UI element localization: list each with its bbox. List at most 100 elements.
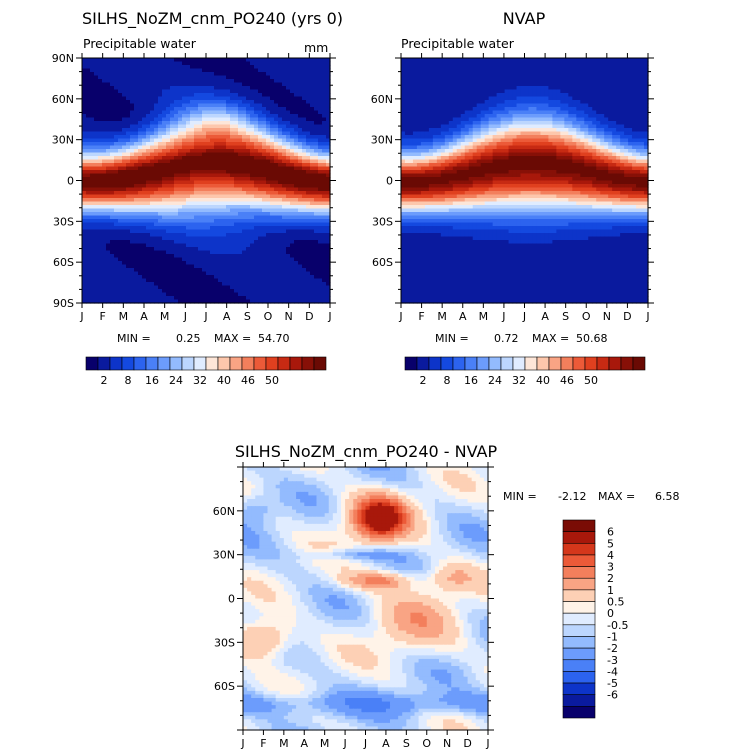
panel1-heatmap-cell xyxy=(150,299,155,304)
panel2-heatmap-cell xyxy=(548,89,553,94)
panel1-heatmap-cell xyxy=(190,180,195,185)
panel1-heatmap-cell xyxy=(138,72,143,77)
panel1-heatmap-cell xyxy=(94,163,99,168)
panel1-heatmap-cell xyxy=(90,187,95,192)
panel1-heatmap-cell xyxy=(326,208,331,213)
panel1-heatmap-cell xyxy=(86,194,91,199)
panel1-heatmap-cell xyxy=(226,184,231,189)
panel1-heatmap-cell xyxy=(314,75,319,80)
panel1-heatmap-cell xyxy=(118,86,123,91)
panel1-heatmap-cell xyxy=(190,212,195,217)
panel1-heatmap-cell xyxy=(198,264,203,269)
panel1-heatmap-cell xyxy=(254,215,259,220)
panel2-heatmap-cell xyxy=(596,89,601,94)
panel1-heatmap-cell xyxy=(150,173,155,178)
panel1-heatmap-cell xyxy=(226,212,231,217)
panel1-heatmap-cell xyxy=(318,121,323,126)
panel1-heatmap-cell xyxy=(102,138,107,143)
panel1-heatmap-cell xyxy=(306,226,311,231)
panel2-heatmap-cell xyxy=(484,86,490,91)
panel1-heatmap-cell xyxy=(154,110,159,115)
panel1-heatmap-cell xyxy=(130,226,135,231)
panel1-heatmap-cell xyxy=(110,170,115,175)
panel1-heatmap-cell xyxy=(90,215,95,220)
panel1-heatmap-cell xyxy=(294,128,299,133)
panel1-heatmap-cell xyxy=(206,222,211,227)
panel1-heatmap-cell xyxy=(206,166,211,171)
panel1-heatmap-cell xyxy=(262,254,267,259)
panel1-heatmap-cell xyxy=(258,177,263,182)
panel1-heatmap-cell xyxy=(242,166,247,171)
panel1-heatmap-cell xyxy=(166,89,171,94)
panel1-heatmap-cell xyxy=(154,58,159,63)
panel1-heatmap-cell xyxy=(242,82,247,87)
panel1-heatmap-cell xyxy=(210,75,215,80)
panel1-heatmap-cell xyxy=(210,173,215,178)
panel1-heatmap-cell xyxy=(246,72,251,77)
panel1-heatmap-cell xyxy=(302,128,307,133)
panel1-heatmap-cell xyxy=(234,275,239,280)
panel2-heatmap-cell xyxy=(432,72,438,77)
panel2-heatmap-cell xyxy=(452,72,458,77)
panel1-heatmap-cell xyxy=(202,250,207,255)
panel1-heatmap-cell xyxy=(326,131,331,136)
panel1-heatmap-cell xyxy=(274,93,279,98)
panel1-heatmap-cell xyxy=(102,264,107,269)
panel1-heatmap-cell xyxy=(254,100,259,105)
panel1-heatmap-cell xyxy=(290,93,295,98)
panel1-heatmap-cell xyxy=(82,114,87,119)
panel2-heatmap-cell xyxy=(428,72,434,77)
panel1-heatmap-cell xyxy=(302,250,307,255)
panel1-heatmap-cell xyxy=(202,247,207,252)
panel1-heatmap-cell xyxy=(266,285,271,290)
panel1-heatmap-cell xyxy=(306,261,311,266)
panel1-heatmap-cell xyxy=(126,201,131,206)
panel1-heatmap-cell xyxy=(246,159,251,164)
panel1-heatmap-cell xyxy=(206,124,211,129)
panel2-heatmap-cell xyxy=(472,65,478,70)
panel1-heatmap-cell xyxy=(246,93,251,98)
panel2-heatmap-cell xyxy=(480,82,486,87)
panel1-heatmap-cell xyxy=(186,268,191,273)
panel1-heatmap-cell xyxy=(322,271,327,276)
panel1-heatmap-cell xyxy=(122,205,127,210)
panel1-heatmap-cell xyxy=(114,58,119,63)
panel1-heatmap-cell xyxy=(234,159,239,164)
panel1-heatmap-cell xyxy=(266,68,271,73)
panel1-heatmap-cell xyxy=(202,79,207,84)
panel1-heatmap-cell xyxy=(282,289,287,294)
panel1-heatmap-cell xyxy=(222,58,227,63)
panel1-heatmap-cell xyxy=(206,275,211,280)
panel1-heatmap-cell xyxy=(254,124,259,129)
panel1-heatmap-cell xyxy=(214,278,219,283)
panel1-heatmap-cell xyxy=(122,173,127,178)
panel1-heatmap-cell xyxy=(90,68,95,73)
panel1-heatmap-cell xyxy=(282,86,287,91)
panel1-heatmap-cell xyxy=(162,243,167,248)
panel1-heatmap-cell xyxy=(282,152,287,157)
panel1-heatmap-cell xyxy=(270,278,275,283)
panel1-heatmap-cell xyxy=(222,121,227,126)
panel1-heatmap-cell xyxy=(254,149,259,154)
panel1-heatmap-cell xyxy=(242,187,247,192)
panel1-heatmap-cell xyxy=(162,79,167,84)
panel1-heatmap-cell xyxy=(86,68,91,73)
panel1-heatmap-cell xyxy=(126,271,131,276)
panel1-heatmap-cell xyxy=(298,149,303,154)
panel1-heatmap-cell xyxy=(82,257,87,262)
panel1-heatmap-cell xyxy=(290,61,295,66)
panel1-heatmap-cell xyxy=(262,138,267,143)
panel1-heatmap-cell xyxy=(250,79,255,84)
panel1-heatmap-cell xyxy=(206,208,211,213)
panel2-heatmap-cell xyxy=(508,65,514,70)
panel1-heatmap-cell xyxy=(218,268,223,273)
panel2-heatmap-cell xyxy=(544,86,549,91)
panel1-heatmap-cell xyxy=(306,138,311,143)
panel1-heatmap-cell xyxy=(194,82,199,87)
panel1-heatmap-cell xyxy=(290,128,295,133)
panel1-heatmap-cell xyxy=(98,198,103,203)
panel1-heatmap-cell xyxy=(238,208,243,213)
panel1-heatmap-cell xyxy=(306,194,311,199)
panel1-heatmap-cell xyxy=(170,212,175,217)
panel1-heatmap-cell xyxy=(178,250,183,255)
